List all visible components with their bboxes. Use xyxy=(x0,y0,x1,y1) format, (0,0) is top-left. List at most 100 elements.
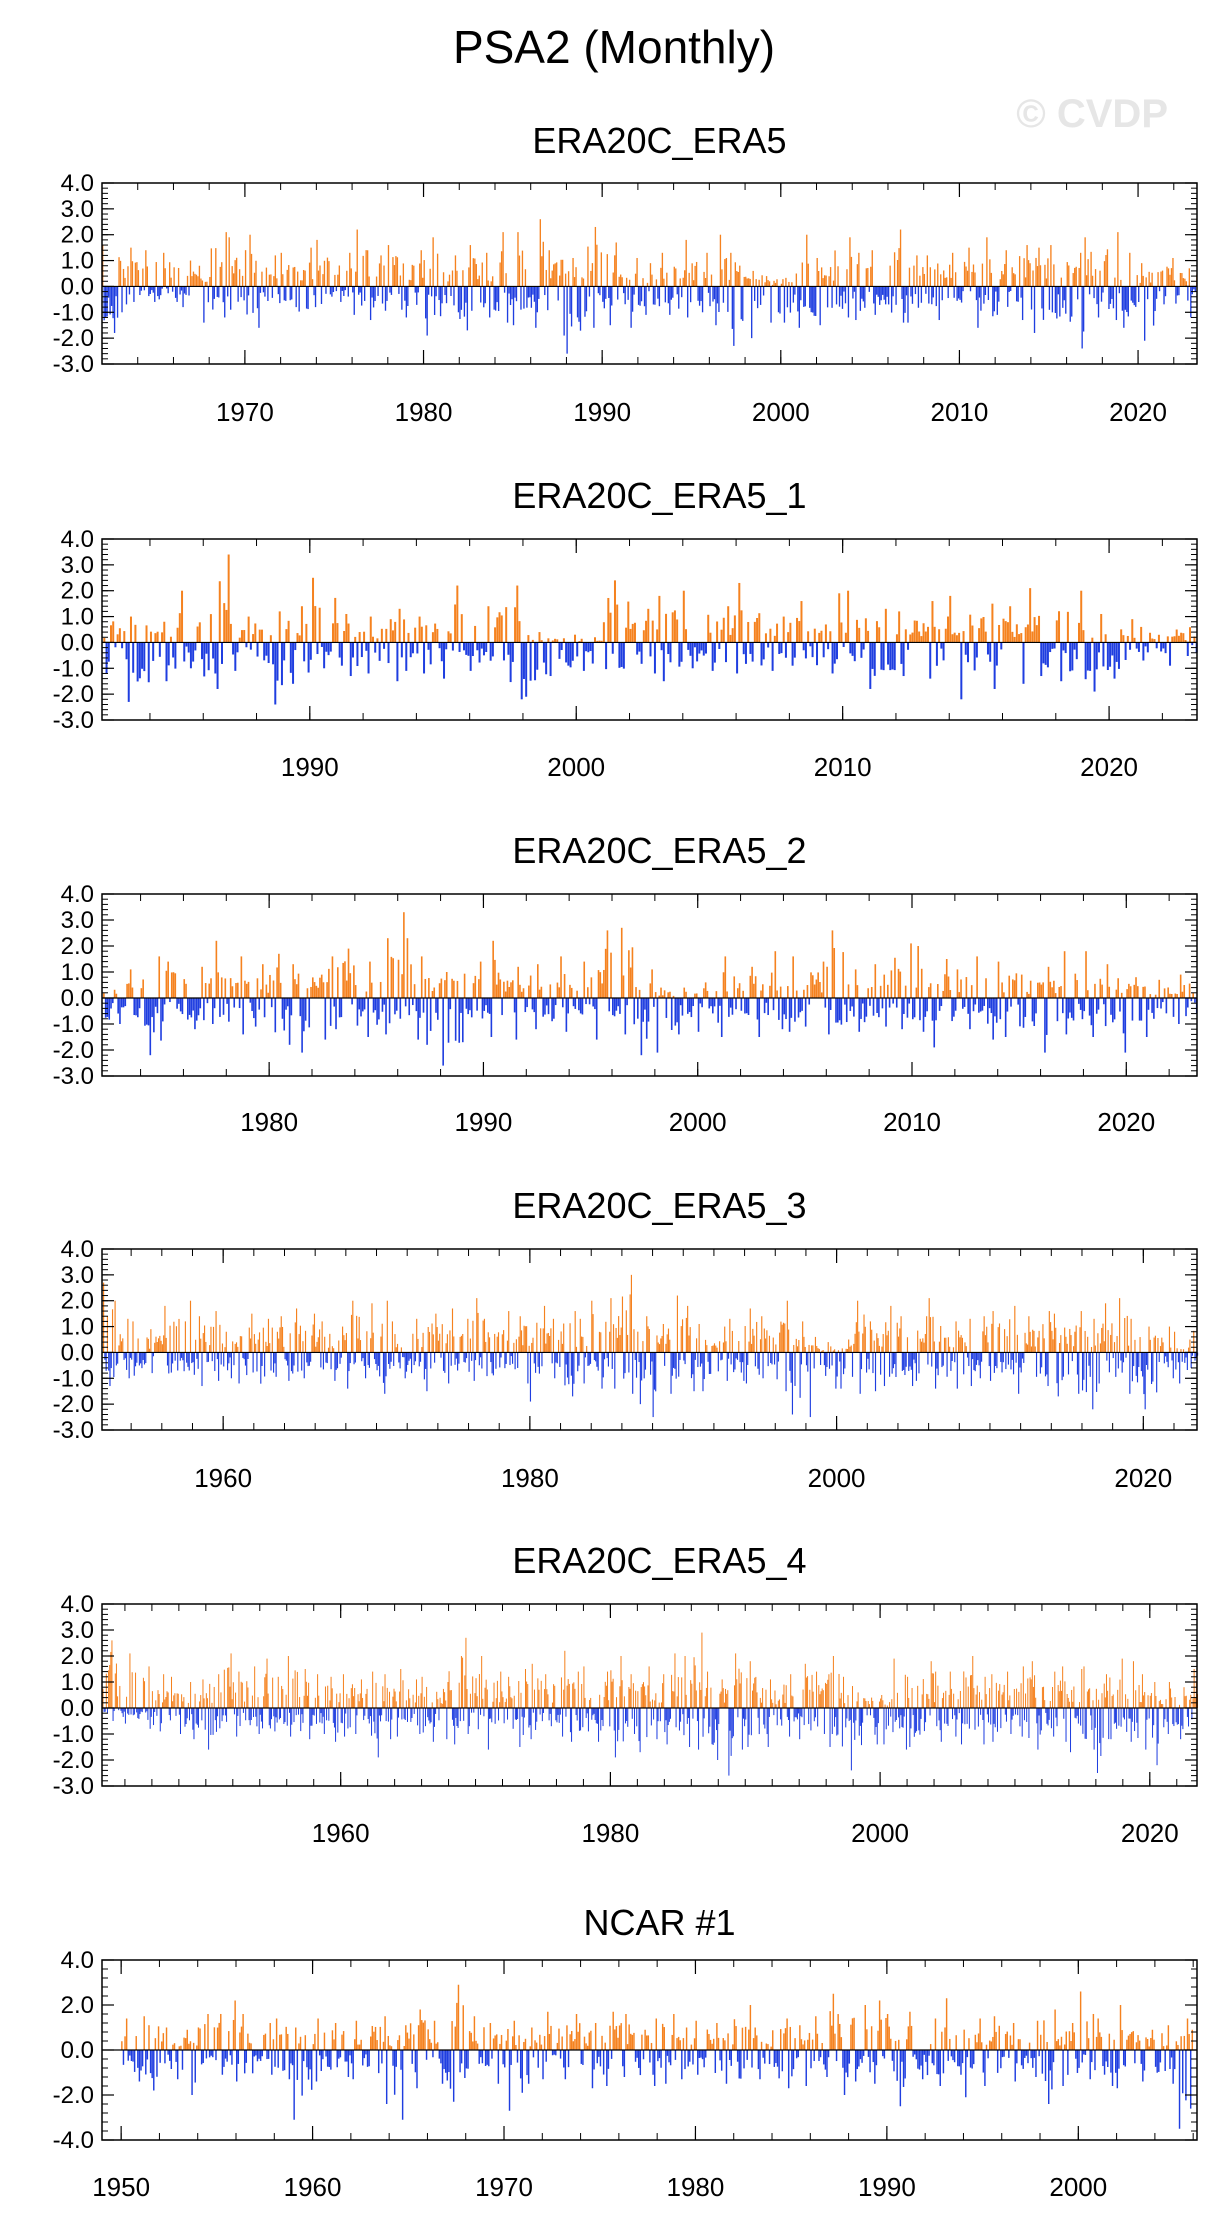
positive-bar xyxy=(413,2034,415,2050)
negative-bar xyxy=(444,2050,447,2073)
negative-bar xyxy=(956,286,958,301)
negative-bar xyxy=(471,286,473,311)
positive-bar xyxy=(110,1651,112,1708)
negative-bar xyxy=(419,1352,422,1362)
positive-bar xyxy=(1032,270,1034,287)
negative-bar xyxy=(141,642,144,669)
negative-bar xyxy=(189,642,192,669)
positive-bar xyxy=(394,1691,396,1708)
negative-bar xyxy=(493,286,495,310)
negative-bar xyxy=(805,1352,808,1366)
negative-bar xyxy=(718,286,720,313)
negative-bar xyxy=(639,1708,641,1753)
positive-bar xyxy=(599,972,602,998)
positive-bar xyxy=(629,1688,631,1708)
negative-bar xyxy=(151,998,153,1018)
positive-bar xyxy=(287,620,290,643)
negative-bar xyxy=(169,2050,171,2061)
positive-bar xyxy=(1003,992,1005,998)
positive-bar xyxy=(294,979,296,998)
negative-bar xyxy=(635,1352,638,1378)
positive-bar xyxy=(646,282,649,287)
negative-bar xyxy=(203,642,206,677)
negative-bar xyxy=(351,998,353,1005)
negative-bar xyxy=(984,286,987,295)
negative-bar xyxy=(717,1352,719,1372)
negative-bar xyxy=(340,998,343,1018)
negative-bar xyxy=(901,1352,903,1371)
positive-bar xyxy=(137,1338,139,1353)
negative-bar xyxy=(149,1708,151,1729)
positive-bar xyxy=(317,1674,319,1708)
negative-bar xyxy=(885,1708,887,1730)
positive-bar xyxy=(1189,627,1192,643)
positive-bar xyxy=(825,275,827,287)
positive-bar xyxy=(350,1688,352,1708)
negative-bar xyxy=(986,1708,988,1715)
positive-bar xyxy=(1002,618,1005,643)
positive-bar xyxy=(126,983,128,998)
negative-bar xyxy=(542,998,544,1017)
positive-bar xyxy=(1066,611,1069,643)
positive-bar xyxy=(218,581,221,643)
positive-bar xyxy=(189,2041,192,2050)
positive-bar xyxy=(319,977,321,998)
positive-bar xyxy=(626,2044,629,2050)
negative-bar xyxy=(452,2050,455,2102)
negative-bar xyxy=(473,1352,475,1381)
positive-bar xyxy=(235,1692,237,1708)
negative-bar xyxy=(291,1708,293,1725)
negative-bar xyxy=(692,998,694,1007)
positive-bar xyxy=(636,257,638,287)
positive-bar xyxy=(753,983,755,998)
negative-bar xyxy=(537,2050,539,2068)
positive-bar xyxy=(1009,606,1012,643)
negative-bar xyxy=(687,998,689,1014)
positive-bar xyxy=(492,1701,494,1708)
negative-bar xyxy=(689,1708,691,1747)
positive-bar xyxy=(698,1323,700,1353)
positive-bar xyxy=(544,1689,546,1708)
positive-bar xyxy=(734,1685,736,1708)
positive-bar xyxy=(464,1675,466,1708)
negative-bar xyxy=(741,1708,743,1750)
negative-bar xyxy=(835,286,838,305)
negative-bar xyxy=(1152,286,1155,326)
negative-bar xyxy=(883,1352,886,1387)
positive-bar xyxy=(1080,590,1083,643)
positive-bar xyxy=(292,267,294,287)
negative-bar xyxy=(134,1352,137,1367)
positive-bar xyxy=(436,1327,438,1353)
negative-bar xyxy=(146,2050,149,2060)
positive-bar xyxy=(192,271,195,287)
positive-bar xyxy=(257,1339,259,1353)
negative-bar xyxy=(652,286,655,305)
positive-bar xyxy=(502,1697,504,1708)
negative-bar xyxy=(511,642,514,662)
negative-bar xyxy=(596,1352,598,1367)
negative-bar xyxy=(1019,1708,1021,1727)
positive-bar xyxy=(488,1337,491,1353)
negative-bar xyxy=(382,1352,385,1383)
negative-bar xyxy=(489,1708,491,1719)
negative-bar xyxy=(534,1352,537,1373)
positive-bar xyxy=(428,1331,431,1353)
positive-bar xyxy=(631,623,634,643)
positive-bar xyxy=(1151,272,1153,287)
positive-bar xyxy=(267,1318,270,1353)
positive-bar xyxy=(783,1684,785,1708)
negative-bar xyxy=(1028,1708,1030,1738)
positive-bar xyxy=(1170,1688,1172,1708)
negative-bar xyxy=(565,642,568,663)
positive-bar xyxy=(1166,266,1168,287)
positive-bar xyxy=(218,1674,220,1708)
negative-bar xyxy=(219,998,221,1017)
positive-bar xyxy=(298,2043,300,2050)
positive-bar xyxy=(182,1701,184,1708)
negative-bar xyxy=(703,1708,705,1719)
negative-bar xyxy=(994,1708,996,1728)
negative-bar xyxy=(425,2050,428,2060)
negative-bar xyxy=(602,286,604,302)
negative-bar xyxy=(872,998,875,1016)
negative-bar xyxy=(903,998,905,1015)
